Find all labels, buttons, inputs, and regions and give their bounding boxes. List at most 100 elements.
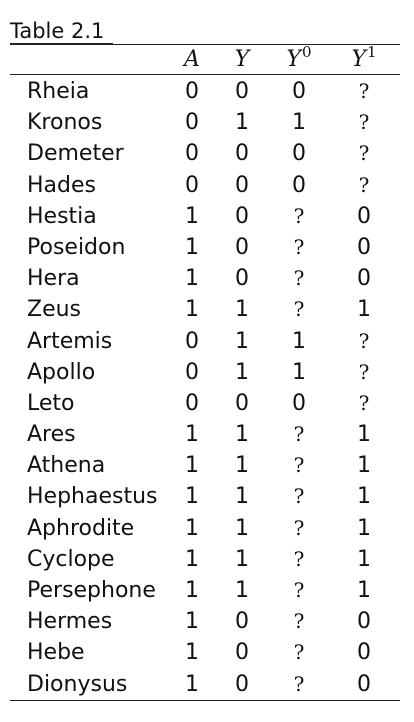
cell-y1: 1 xyxy=(357,546,371,572)
cell-y0: ? xyxy=(293,266,305,291)
header-y0-base: Y xyxy=(286,47,301,72)
cell-a: 0 xyxy=(185,328,199,354)
cell-a: 1 xyxy=(185,266,199,292)
cell-name: Hermes xyxy=(27,609,113,635)
cell-y0: 0 xyxy=(292,79,306,104)
cell-a: 0 xyxy=(185,390,199,416)
cell-y: 1 xyxy=(235,359,249,385)
cell-name: Apollo xyxy=(27,359,96,385)
cell-name: Rheia xyxy=(27,79,90,104)
cell-y: 0 xyxy=(235,172,249,198)
header-rule xyxy=(10,74,400,75)
cell-y0: ? xyxy=(293,515,305,540)
cell-name: Hephaestus xyxy=(27,484,158,510)
table-row: Poseidon 1 0? 0 xyxy=(10,232,400,263)
cell-a: 1 xyxy=(185,609,199,635)
cell-y0: 0 xyxy=(292,390,306,416)
cell-y0: ? xyxy=(293,422,305,447)
cell-y1: ? xyxy=(358,141,370,166)
cell-y1: ? xyxy=(358,79,370,103)
cell-y0: ? xyxy=(293,640,305,665)
cell-y: 1 xyxy=(235,453,249,479)
table-header: A Y Y0 Y1 xyxy=(10,43,400,74)
cell-y0: 0 xyxy=(292,172,306,198)
cell-y: 0 xyxy=(235,609,249,635)
table-caption: Table 2.1 xyxy=(10,19,113,44)
cell-y0: 1 xyxy=(292,359,306,385)
cell-a: 1 xyxy=(185,484,199,510)
cell-name: Demeter xyxy=(27,141,124,167)
cell-a: 0 xyxy=(185,79,199,104)
cell-y: 0 xyxy=(235,390,249,416)
cell-y: 0 xyxy=(235,234,249,260)
table-row: Artemis 0 1 1? xyxy=(10,326,400,357)
cell-y0: 1 xyxy=(292,110,306,136)
cell-name: Ares xyxy=(27,422,76,448)
cell-a: 0 xyxy=(185,359,199,385)
cell-y0: ? xyxy=(293,297,305,322)
header-y1-superscript: 1 xyxy=(366,43,377,61)
cell-a: 1 xyxy=(185,422,199,448)
cell-a: 1 xyxy=(185,203,199,229)
bottom-rule xyxy=(10,700,400,701)
cell-y1: 0 xyxy=(357,671,371,697)
cell-y: 1 xyxy=(235,484,249,510)
cell-y1: 1 xyxy=(357,297,371,323)
cell-y0: ? xyxy=(293,578,305,602)
cell-y1: 0 xyxy=(357,640,371,666)
cell-y1: 0 xyxy=(357,203,371,229)
cell-a: 0 xyxy=(185,141,199,167)
cell-name: Cyclope xyxy=(27,546,115,572)
cell-y: 0 xyxy=(235,266,249,292)
header-y0: Y0 xyxy=(272,43,326,74)
table-row: Leto 0 0 0? xyxy=(10,388,400,419)
cell-y: 1 xyxy=(235,422,249,448)
table-row: Rheia 0 0 0? xyxy=(10,76,400,107)
cell-y0: ? xyxy=(293,234,305,259)
cell-y: 1 xyxy=(235,110,249,136)
cell-y0: ? xyxy=(293,484,305,509)
table-row: Demeter 0 0 0? xyxy=(10,138,400,169)
cell-y: 1 xyxy=(235,328,249,354)
cell-name: Aphrodite xyxy=(27,515,135,541)
table-row: Hephaestus 1 1? 1 xyxy=(10,481,400,512)
cell-a: 0 xyxy=(185,110,199,136)
cell-name: Athena xyxy=(27,453,106,479)
cell-y1: 1 xyxy=(357,515,371,541)
table-row: Ares 1 1? 1 xyxy=(10,419,400,450)
table-row: Hades 0 0 0? xyxy=(10,170,400,201)
cell-y1: ? xyxy=(358,172,370,197)
cell-a: 1 xyxy=(185,671,199,697)
cell-y1: 1 xyxy=(357,453,371,479)
cell-name: Zeus xyxy=(27,297,82,323)
table-row: Hermes 1 0? 0 xyxy=(10,606,400,637)
cell-a: 1 xyxy=(185,515,199,541)
cell-name: Hebe xyxy=(27,640,85,666)
header-y1: Y1 xyxy=(337,43,391,74)
cell-a: 1 xyxy=(185,234,199,260)
header-y1-base: Y xyxy=(351,47,366,72)
cell-y1: 1 xyxy=(357,422,371,448)
cell-y: 0 xyxy=(235,141,249,167)
cell-y: 0 xyxy=(235,79,249,104)
table-row: Zeus 1 1? 1 xyxy=(10,294,400,325)
cell-y1: 0 xyxy=(357,609,371,635)
cell-y: 1 xyxy=(235,297,249,323)
cell-a: 1 xyxy=(185,578,199,603)
cell-y1: ? xyxy=(358,390,370,415)
cell-y1: ? xyxy=(358,359,370,384)
table-row: Persephone 1 1? 1 xyxy=(10,575,400,606)
cell-y1: ? xyxy=(358,110,370,135)
cell-a: 1 xyxy=(185,546,199,572)
table-row: Hera 1 0? 0 xyxy=(10,263,400,294)
table-row: Hebe 1 0? 0 xyxy=(10,637,400,668)
cell-y0: ? xyxy=(293,453,305,478)
cell-name: Kronos xyxy=(27,110,103,136)
cell-name: Leto xyxy=(27,390,75,416)
cell-name: Persephone xyxy=(27,578,156,603)
cell-y0: ? xyxy=(293,546,305,571)
top-rule xyxy=(10,44,400,45)
cell-y0: ? xyxy=(293,671,305,696)
cell-name: Hera xyxy=(27,266,80,292)
table-body: Rheia 0 0 0? Kronos 0 1 1? Demeter 0 0 0? Hades 0 0 0? H… xyxy=(10,76,400,700)
